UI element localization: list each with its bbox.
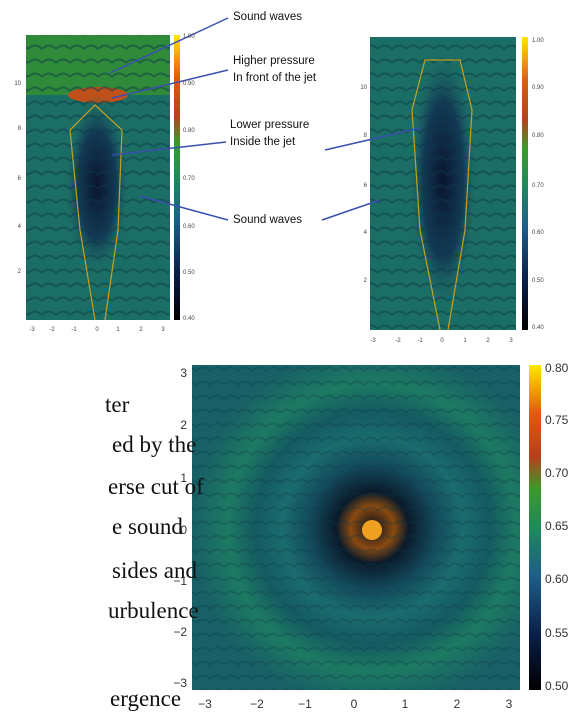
- colorbar-tick-label: 0.90: [532, 85, 544, 91]
- y-tick-label: 2: [18, 269, 22, 275]
- x-tick-label: 1: [463, 338, 467, 344]
- colorbar-tick-label: 0.60: [183, 224, 195, 230]
- colorbar-tick-label: 0.40: [183, 316, 195, 322]
- body-text: e sound: [112, 514, 183, 539]
- annotation: Inside the jet: [230, 136, 296, 148]
- x-tick-label: -2: [49, 327, 55, 333]
- x-tick-label: -1: [417, 338, 423, 344]
- y-tick-label: 8: [18, 126, 22, 132]
- y-tick-label: 4: [18, 224, 22, 230]
- simulation-right: [370, 37, 516, 330]
- y-tick-label: 1: [180, 471, 187, 485]
- x-tick-label: 3: [509, 338, 513, 344]
- y-tick-label: 4: [364, 230, 368, 236]
- y-tick-label: −2: [173, 625, 187, 639]
- colorbar-tick-label: 1.00: [532, 38, 544, 44]
- y-tick-label: 0: [180, 523, 187, 537]
- colorbar-tick-label: 1.00: [183, 34, 195, 40]
- y-tick-label: −3: [173, 676, 187, 690]
- y-tick-label: 2: [180, 418, 187, 432]
- colorbar-tick-label: 0.50: [545, 679, 569, 693]
- y-tick-label: 6: [18, 176, 22, 182]
- x-tick-label: 3: [506, 697, 513, 711]
- x-tick-label: 3: [161, 327, 165, 333]
- colorbar-tick-label: 0.60: [532, 230, 544, 236]
- colorbar-tick-label: 0.80: [532, 133, 544, 139]
- colorbar-tick-label: 0.65: [545, 519, 569, 533]
- annotation: Sound waves: [233, 214, 302, 226]
- colorbar-tick-label: 0.50: [183, 270, 195, 276]
- annotation: In front of the jet: [233, 72, 317, 84]
- colorbar-tick-label: 0.55: [545, 626, 569, 640]
- body-text: ergence: [110, 686, 181, 711]
- colorbar-tick-label: 0.80: [183, 128, 195, 134]
- y-tick-label: 2: [364, 278, 368, 284]
- colorbar-tick-label: 0.90: [183, 81, 195, 87]
- x-tick-label: 0: [440, 338, 444, 344]
- x-tick-label: -1: [71, 327, 77, 333]
- x-tick-label: -2: [395, 338, 401, 344]
- annotation: Sound waves: [233, 11, 302, 23]
- body-text: ed by the: [112, 432, 196, 457]
- x-tick-label: -3: [370, 338, 376, 344]
- annotation: Higher pressure: [233, 55, 315, 67]
- simulation-cross-section: [192, 365, 520, 690]
- colorbar: [529, 365, 541, 690]
- colorbar-tick-label: 0.60: [545, 572, 569, 586]
- annotation: Lower pressure: [230, 119, 309, 131]
- colorbar-tick-label: 0.75: [545, 413, 569, 427]
- y-tick-label: 6: [364, 183, 368, 189]
- x-tick-label: 0: [351, 697, 358, 711]
- colorbar-tick-label: 0.80: [545, 361, 569, 375]
- y-tick-label: 10: [360, 85, 367, 91]
- y-tick-label: 8: [364, 133, 368, 139]
- y-tick-label: −1: [173, 574, 187, 588]
- x-tick-label: 1: [402, 697, 409, 711]
- colorbar: [174, 35, 180, 320]
- colorbar: [522, 37, 528, 330]
- x-tick-label: −2: [250, 697, 264, 711]
- y-tick-label: 3: [180, 366, 187, 380]
- simulation-left: [26, 35, 170, 320]
- x-tick-label: -3: [29, 327, 35, 333]
- body-text: urbulence: [108, 598, 199, 623]
- body-text: erse cut of: [108, 474, 204, 499]
- y-tick-label: 10: [14, 81, 21, 87]
- body-text: ter: [105, 392, 130, 417]
- x-tick-label: 2: [486, 338, 490, 344]
- colorbar-tick-label: 0.70: [545, 466, 569, 480]
- x-tick-label: 1: [116, 327, 120, 333]
- colorbar-tick-label: 0.40: [532, 325, 544, 331]
- x-tick-label: −1: [298, 697, 312, 711]
- x-tick-label: 2: [139, 327, 143, 333]
- colorbar-tick-label: 0.50: [532, 278, 544, 284]
- x-tick-label: −3: [198, 697, 212, 711]
- slide: Sound waves Higher pressure In front of th…: [0, 0, 588, 712]
- colorbar-tick-label: 0.70: [183, 176, 195, 182]
- colorbar-tick-label: 0.70: [532, 183, 544, 189]
- x-tick-label: 0: [95, 327, 99, 333]
- x-tick-label: 2: [454, 697, 461, 711]
